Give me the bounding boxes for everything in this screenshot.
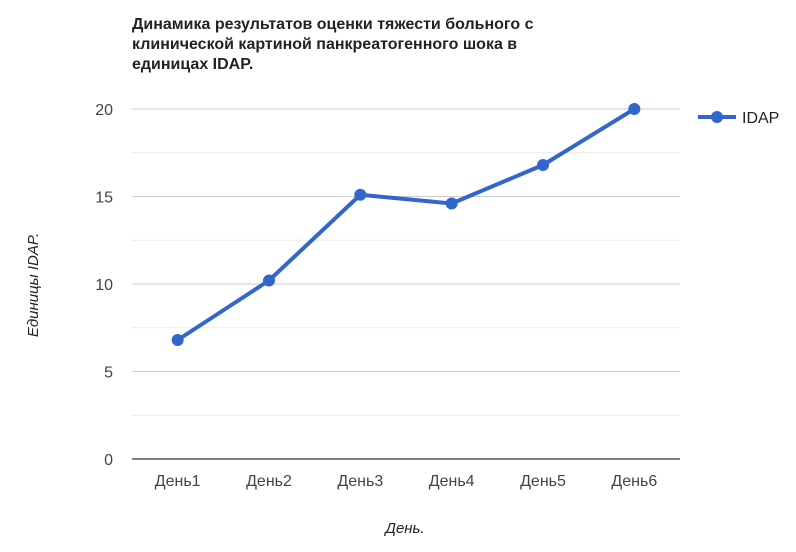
y-tick-label: 20: [95, 102, 113, 119]
gridlines: [132, 108, 680, 416]
legend-label-idap: IDAP: [742, 110, 779, 127]
chart-title-line-1: Динамика результатов оценки тяжести боль…: [132, 16, 534, 33]
legend-swatch-marker: [711, 111, 723, 123]
data-point[interactable]: [263, 274, 275, 287]
legend: IDAP: [698, 110, 779, 127]
chart-title: Динамика результатов оценки тяжести боль…: [132, 15, 652, 75]
data-point[interactable]: [354, 188, 367, 201]
y-axis-label: Единицы IDAP.: [25, 233, 42, 337]
data-point[interactable]: [445, 197, 458, 210]
series-line-idap: [175, 107, 637, 342]
x-tick-label: День2: [246, 473, 292, 490]
y-tick-label: 10: [95, 277, 113, 294]
y-tick-label: 15: [95, 190, 113, 207]
series-layer: [171, 103, 641, 346]
x-tick-label: День1: [155, 473, 201, 490]
x-axis-label: День.: [383, 520, 424, 537]
chart-title-line-2: клинической картиной панкреатогенного шо…: [132, 36, 518, 53]
axes: 0 5 10 15 20 День1 День2 День3 День4 День5 День6: [95, 102, 680, 490]
x-tick-label: День5: [520, 473, 566, 490]
data-point[interactable]: [628, 103, 641, 115]
x-tick-label: День6: [611, 473, 657, 490]
x-tick-label: День4: [429, 473, 475, 490]
y-tick-label: 0: [104, 452, 113, 469]
chart-title-line-3: единицах IDAP.: [132, 56, 254, 73]
data-point[interactable]: [171, 334, 184, 346]
data-point[interactable]: [537, 159, 549, 171]
x-tick-label: День3: [337, 473, 383, 490]
y-tick-label: 5: [104, 365, 113, 382]
